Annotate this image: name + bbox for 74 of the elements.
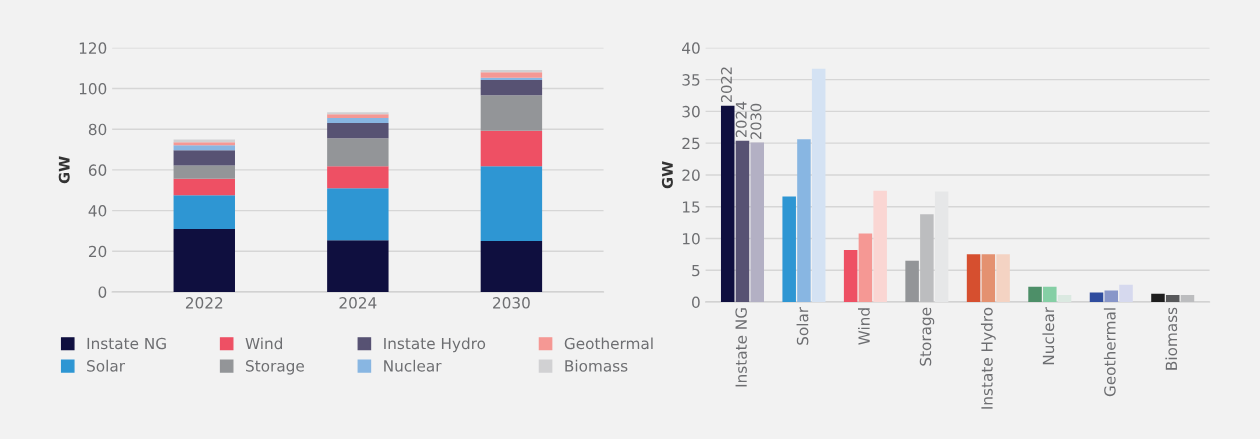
bar [173,150,235,166]
bar [327,166,389,189]
y-tick-label: 10 [682,232,700,245]
x-tick-label: Solar [796,306,809,345]
y-tick-label: 40 [682,42,700,54]
y-tick-label: 20 [682,169,700,181]
y-tick-label: 35 [682,74,700,86]
x-tick-label: Wind [858,308,870,345]
bar [1043,286,1057,303]
bar [327,122,389,139]
bar [173,195,235,230]
bar [173,178,235,196]
bar [843,249,858,303]
bar [480,130,543,167]
text: 2022 [720,67,732,103]
y-tick-label: 60 [88,164,107,176]
y-tick-label: 80 [88,123,107,136]
bar [480,95,543,131]
bar [858,233,873,303]
text: 2024 [735,101,747,138]
bar [966,254,981,303]
bar [480,240,543,292]
x-tick-label: Instate NG [735,308,747,387]
y-tick-label: 0 [98,286,107,298]
bar [327,112,389,115]
bar [996,254,1010,303]
x-tick-label: Biomass [1165,307,1178,370]
bar [811,68,826,303]
bar [1119,284,1133,303]
text: 2030 [750,103,762,139]
bar [480,72,543,78]
y-axis-title: GW [58,156,70,184]
bar [797,139,811,303]
x-tick-label: Storage [919,307,935,366]
x-tick-label: Instate Hydro [980,307,996,409]
bar [173,229,235,292]
bar [905,260,919,303]
bar [750,142,764,303]
bar [1028,286,1042,303]
bar [1165,295,1180,303]
bar [1057,295,1072,303]
y-tick-label: 120 [79,42,107,54]
y-tick-label: 5 [692,264,700,277]
bar [173,145,235,151]
x-tick-label: 2030 [493,297,530,309]
y-tick-label: 25 [682,137,700,150]
y-tick-label: 15 [682,201,700,213]
bar [327,118,389,123]
y-tick-label: 40 [88,205,107,217]
bar [1104,290,1119,303]
y-tick-label: 20 [88,245,107,258]
bar [981,254,996,303]
x-tick-label: Nuclear [1042,306,1055,365]
y-axis-title: GW [661,161,673,189]
bar [720,105,735,303]
bar [327,114,389,119]
x-tick-label: 2024 [339,297,377,309]
bar [327,240,389,292]
bar [327,188,389,241]
bar [934,191,949,303]
x-tick-label: Geothermal [1103,308,1116,397]
y-tick-label: 0 [692,296,700,309]
bar [480,79,543,96]
y-tick-label: 30 [682,105,700,118]
bar [1151,293,1165,303]
y-tick-label: 100 [79,83,107,95]
bar [173,165,235,179]
bar [327,138,389,167]
x-tick-label: 2022 [185,297,223,309]
bar [873,190,887,303]
bar [735,140,750,303]
bar [782,196,796,303]
bar [1089,292,1104,303]
bar [480,166,543,241]
